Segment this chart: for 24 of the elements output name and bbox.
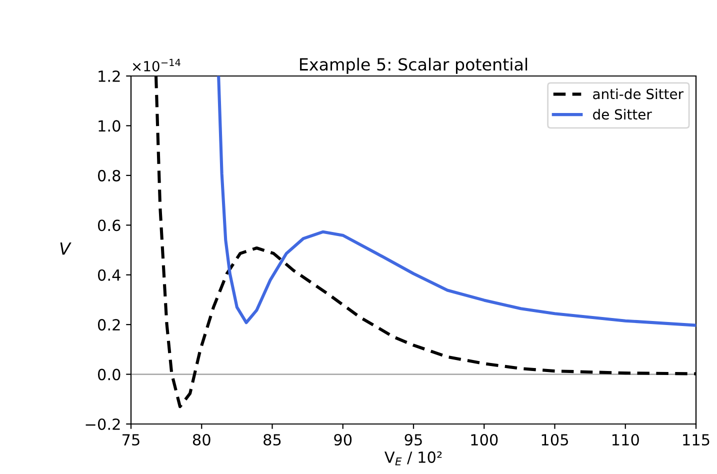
y-tick-label: 1.2: [98, 70, 120, 82]
chart-title: Example 5: Scalar potential: [300, 58, 528, 74]
line-series: [217, 76, 696, 327]
y-axis-title: V: [60, 242, 72, 255]
y-tick-label: 0.6: [98, 220, 120, 232]
x-tick-label: 105: [542, 434, 568, 446]
x-tick-label: 95: [404, 434, 422, 446]
y-tick-label: 0.4: [98, 269, 120, 281]
x-tick-label: 80: [192, 434, 210, 446]
y-tick-label: 0.2: [98, 319, 120, 331]
legend-label: de Sitter: [593, 108, 652, 120]
x-tick-label: 110: [612, 434, 639, 446]
x-tick-label: 115: [683, 434, 710, 446]
y-tick-label: −0.2: [86, 418, 120, 430]
x-tick-label: 85: [264, 434, 281, 446]
x-tick-label: 100: [471, 434, 498, 446]
x-tick-label: 75: [122, 434, 140, 446]
x-axis-title: V$_{E}$ / 10²: [384, 451, 442, 466]
text: ×10$^{−14}$: [132, 58, 180, 72]
x-tick-label: 90: [334, 434, 352, 446]
y-tick-label: 0.8: [98, 170, 120, 182]
y-tick-label: 0.0: [98, 368, 120, 380]
legend-label: anti-de Sitter: [593, 88, 684, 100]
y-tick-label: 1.0: [98, 120, 120, 132]
